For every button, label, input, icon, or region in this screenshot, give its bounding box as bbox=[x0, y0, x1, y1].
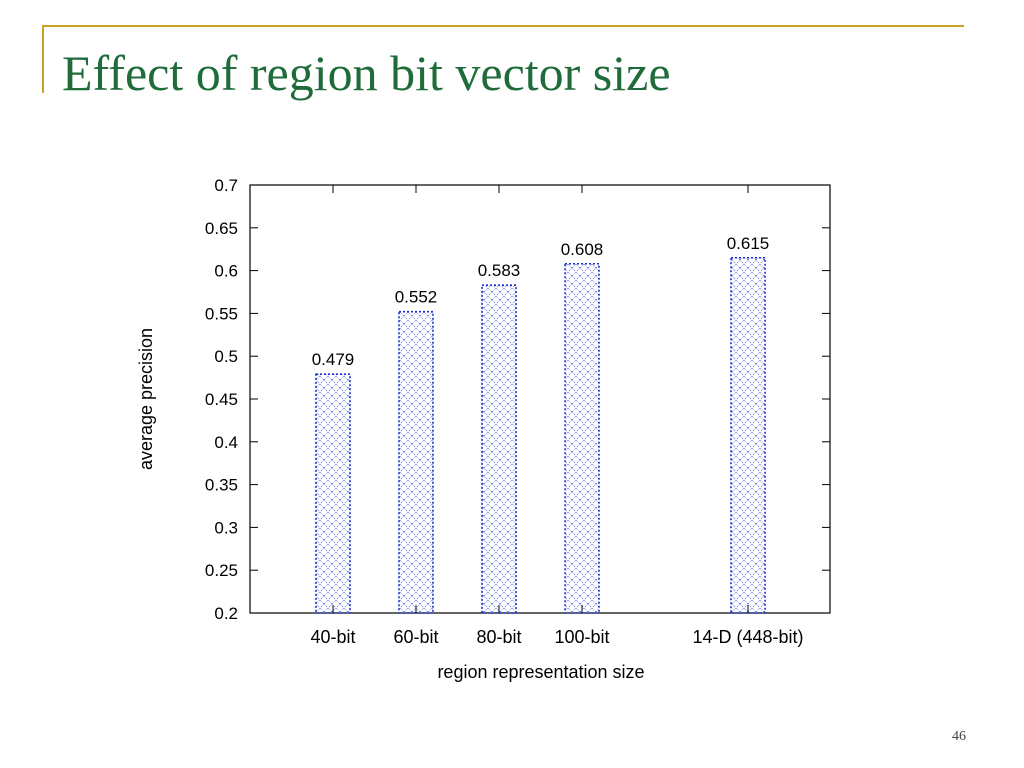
y-axis: 0.2 0.25 0.3 0.35 0.4 0.45 0.5 0.55 0.6 0.65 0.7 bbox=[205, 176, 830, 623]
x-axis: 40-bit 60-bit 80-bit 100-bit 14-D (448-bit) bbox=[310, 185, 804, 647]
title-accent-vertical-line bbox=[42, 25, 44, 93]
y-tick-label: 0.5 bbox=[214, 347, 238, 366]
y-tick-label: 0.55 bbox=[205, 304, 238, 323]
bar-value-label: 0.608 bbox=[561, 240, 604, 259]
title-accent-horizontal-line bbox=[42, 25, 964, 27]
x-tick-label: 60-bit bbox=[393, 627, 438, 647]
y-tick-label: 0.65 bbox=[205, 219, 238, 238]
y-tick-label: 0.45 bbox=[205, 390, 238, 409]
x-tick-label: 80-bit bbox=[476, 627, 521, 647]
slide-title: Effect of region bit vector size bbox=[62, 45, 671, 101]
bar-value-label: 0.615 bbox=[727, 234, 770, 253]
bar bbox=[730, 256, 766, 614]
x-tick-label: 14-D (448-bit) bbox=[692, 627, 803, 647]
y-axis-title: average precision bbox=[136, 328, 156, 470]
bar-value-label: 0.583 bbox=[478, 261, 521, 280]
bar bbox=[564, 262, 600, 614]
y-tick-label: 0.2 bbox=[214, 604, 238, 623]
y-tick-label: 0.6 bbox=[214, 262, 238, 281]
bar bbox=[398, 310, 434, 614]
bar bbox=[481, 284, 517, 614]
bar-value-label: 0.552 bbox=[395, 288, 438, 307]
bars: 0.479 0.552 0.583 0.608 0.615 bbox=[312, 234, 770, 614]
x-axis-title: region representation size bbox=[437, 662, 644, 682]
page-number: 46 bbox=[952, 729, 966, 744]
y-tick-label: 0.7 bbox=[214, 176, 238, 195]
bar-value-label: 0.479 bbox=[312, 350, 355, 369]
y-tick-label: 0.4 bbox=[214, 433, 238, 452]
bar bbox=[315, 373, 351, 614]
y-tick-label: 0.35 bbox=[205, 476, 238, 495]
x-tick-label: 100-bit bbox=[554, 627, 609, 647]
y-tick-label: 0.3 bbox=[214, 518, 238, 537]
y-tick-label: 0.25 bbox=[205, 561, 238, 580]
x-tick-label: 40-bit bbox=[310, 627, 355, 647]
